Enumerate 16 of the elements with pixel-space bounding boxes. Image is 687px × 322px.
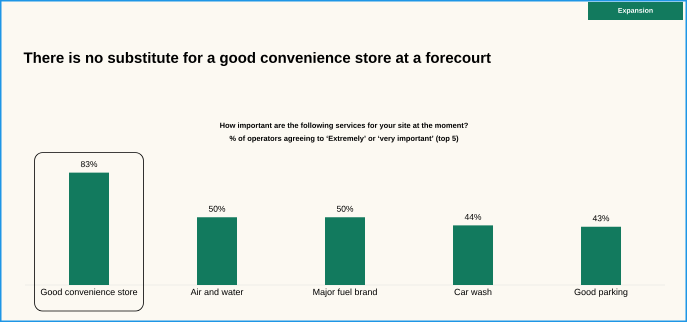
x-tick-label: Good convenience store bbox=[40, 288, 138, 296]
data-label: 43% bbox=[592, 215, 610, 222]
bar bbox=[325, 217, 366, 285]
bar bbox=[197, 217, 238, 285]
x-tick-label: Air and water bbox=[190, 288, 244, 296]
data-label: 44% bbox=[464, 214, 482, 220]
x-tick-label: Car wash bbox=[454, 288, 492, 296]
bar bbox=[453, 225, 494, 285]
data-label: 50% bbox=[336, 206, 354, 212]
bar bbox=[69, 172, 110, 285]
data-label: 83% bbox=[80, 161, 98, 168]
x-tick-label: Good parking bbox=[574, 288, 628, 297]
bar bbox=[581, 226, 622, 285]
x-tick-label: Major fuel brand bbox=[313, 288, 377, 297]
data-label: 50% bbox=[208, 206, 226, 212]
chart-title: There is no substitute for a good convenience store at a forecourt bbox=[24, 52, 491, 66]
